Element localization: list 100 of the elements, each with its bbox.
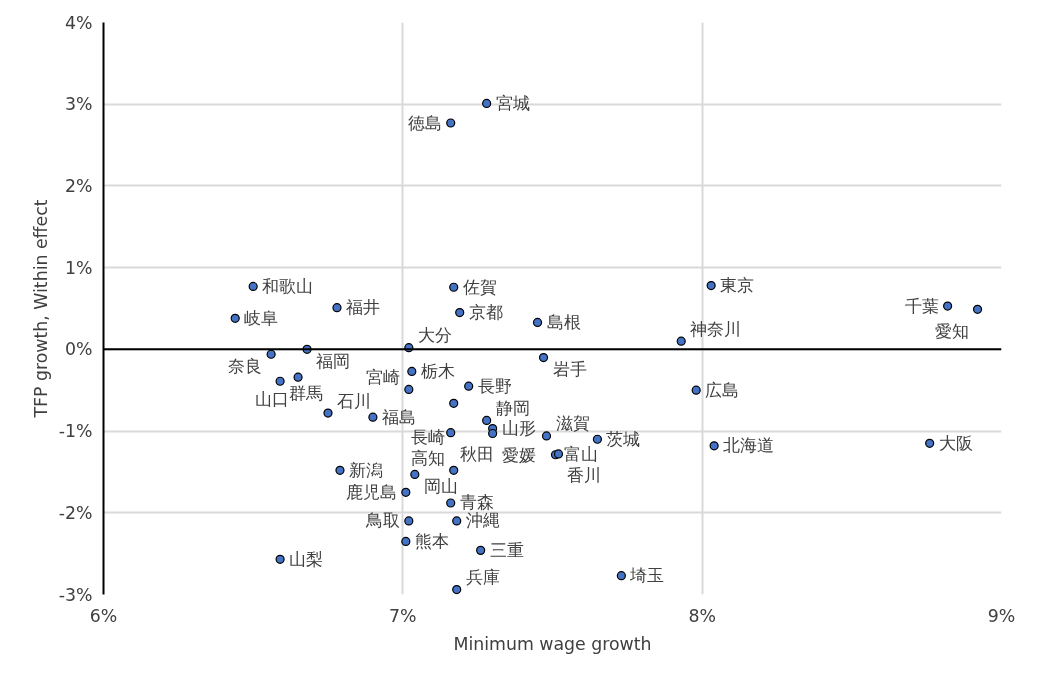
data-label: 神奈川 xyxy=(690,319,742,339)
point xyxy=(404,384,414,394)
data-label: 鳥取 xyxy=(364,511,400,531)
data-label: 香川 xyxy=(567,466,602,486)
point xyxy=(275,376,285,386)
point xyxy=(709,441,719,451)
point xyxy=(482,415,492,426)
point xyxy=(446,118,456,128)
data-label: 岩手 xyxy=(552,360,587,380)
y-tick-label: 1% xyxy=(65,257,93,278)
point xyxy=(455,307,465,318)
y-tick-label: -2% xyxy=(58,502,93,523)
x-tick-label: 6% xyxy=(89,605,118,626)
y-tick-label: 0% xyxy=(65,339,93,360)
y-tick-label: -1% xyxy=(58,421,93,442)
point xyxy=(275,554,285,564)
data-label: 東京 xyxy=(720,276,755,296)
data-label: 北海道 xyxy=(723,436,775,456)
data-label: 島根 xyxy=(546,312,581,332)
point xyxy=(538,352,549,363)
point xyxy=(476,545,486,555)
point xyxy=(452,516,462,526)
y-tick-label: 3% xyxy=(65,94,93,115)
point xyxy=(401,487,411,497)
data-label: 長崎 xyxy=(410,427,445,447)
data-label: 熊本 xyxy=(414,531,449,551)
data-label: 兵庫 xyxy=(465,568,500,588)
data-label: 新潟 xyxy=(348,460,383,480)
point xyxy=(541,431,552,441)
y-axis-title: TFP growth, Within effect xyxy=(30,199,51,419)
point xyxy=(449,282,459,292)
point xyxy=(368,412,378,422)
point xyxy=(446,498,456,508)
data-label: 長野 xyxy=(477,376,512,396)
point xyxy=(464,381,474,391)
point xyxy=(482,98,492,108)
point xyxy=(616,571,626,581)
data-label: 石川 xyxy=(337,391,371,411)
point xyxy=(972,304,983,314)
point xyxy=(248,281,258,292)
point xyxy=(293,372,303,382)
data-label: 沖縄 xyxy=(465,511,500,531)
y-tick-label: -3% xyxy=(58,584,93,605)
data-label: 宮城 xyxy=(495,93,530,113)
y-tick-label: 4% xyxy=(65,12,93,33)
data-label: 高知 xyxy=(410,448,445,468)
point xyxy=(230,313,240,323)
data-label: 福岡 xyxy=(316,351,351,371)
point xyxy=(532,317,543,327)
data-label: 三重 xyxy=(489,540,524,560)
data-label: 滋賀 xyxy=(555,414,590,434)
data-label: 茨城 xyxy=(606,429,641,449)
point xyxy=(452,585,462,595)
data-label: 福井 xyxy=(345,298,380,318)
point xyxy=(925,438,935,448)
data-label: 福島 xyxy=(381,407,416,427)
data-label: 京都 xyxy=(468,303,503,323)
data-label: 静岡 xyxy=(495,398,530,418)
point xyxy=(706,281,716,291)
data-label: 大分 xyxy=(417,326,452,346)
data-label: 奈良 xyxy=(228,356,263,376)
point xyxy=(691,385,701,395)
data-label: 宮崎 xyxy=(365,367,400,387)
data-label: 愛知 xyxy=(934,321,969,341)
data-label: 佐賀 xyxy=(462,277,497,297)
data-label: 群馬 xyxy=(289,383,324,403)
data-label: 岐阜 xyxy=(244,308,279,328)
point xyxy=(449,465,459,475)
data-label: 山梨 xyxy=(289,549,324,569)
point xyxy=(592,434,602,444)
data-label: 山形 xyxy=(501,419,536,439)
point xyxy=(404,516,414,526)
point xyxy=(323,408,333,418)
point xyxy=(407,366,417,377)
data-label: 岡山 xyxy=(423,476,458,496)
point xyxy=(449,398,459,408)
data-label: 愛媛 xyxy=(501,446,536,466)
data-label: 山口 xyxy=(255,389,290,409)
point xyxy=(266,349,276,359)
point xyxy=(676,336,686,346)
x-axis-title: Minimum wage growth xyxy=(453,633,652,654)
point xyxy=(401,536,411,546)
data-label: 和歌山 xyxy=(262,276,314,296)
data-label: 徳島 xyxy=(407,113,442,133)
data-label: 千葉 xyxy=(904,296,939,316)
x-tick-label: 8% xyxy=(688,605,716,626)
point xyxy=(335,465,345,475)
point xyxy=(332,303,342,313)
y-tick-label: 2% xyxy=(65,175,93,196)
x-tick-label: 7% xyxy=(389,605,417,626)
point xyxy=(446,428,456,438)
data-label: 広島 xyxy=(705,380,740,400)
point xyxy=(410,469,420,479)
data-label: 鹿児島 xyxy=(345,482,397,502)
point xyxy=(943,301,953,311)
point xyxy=(488,428,498,439)
data-label: 青森 xyxy=(459,493,494,513)
data-label: 大阪 xyxy=(938,433,973,453)
data-label: 秋田 xyxy=(459,445,494,465)
x-tick-label: 9% xyxy=(987,605,1016,626)
